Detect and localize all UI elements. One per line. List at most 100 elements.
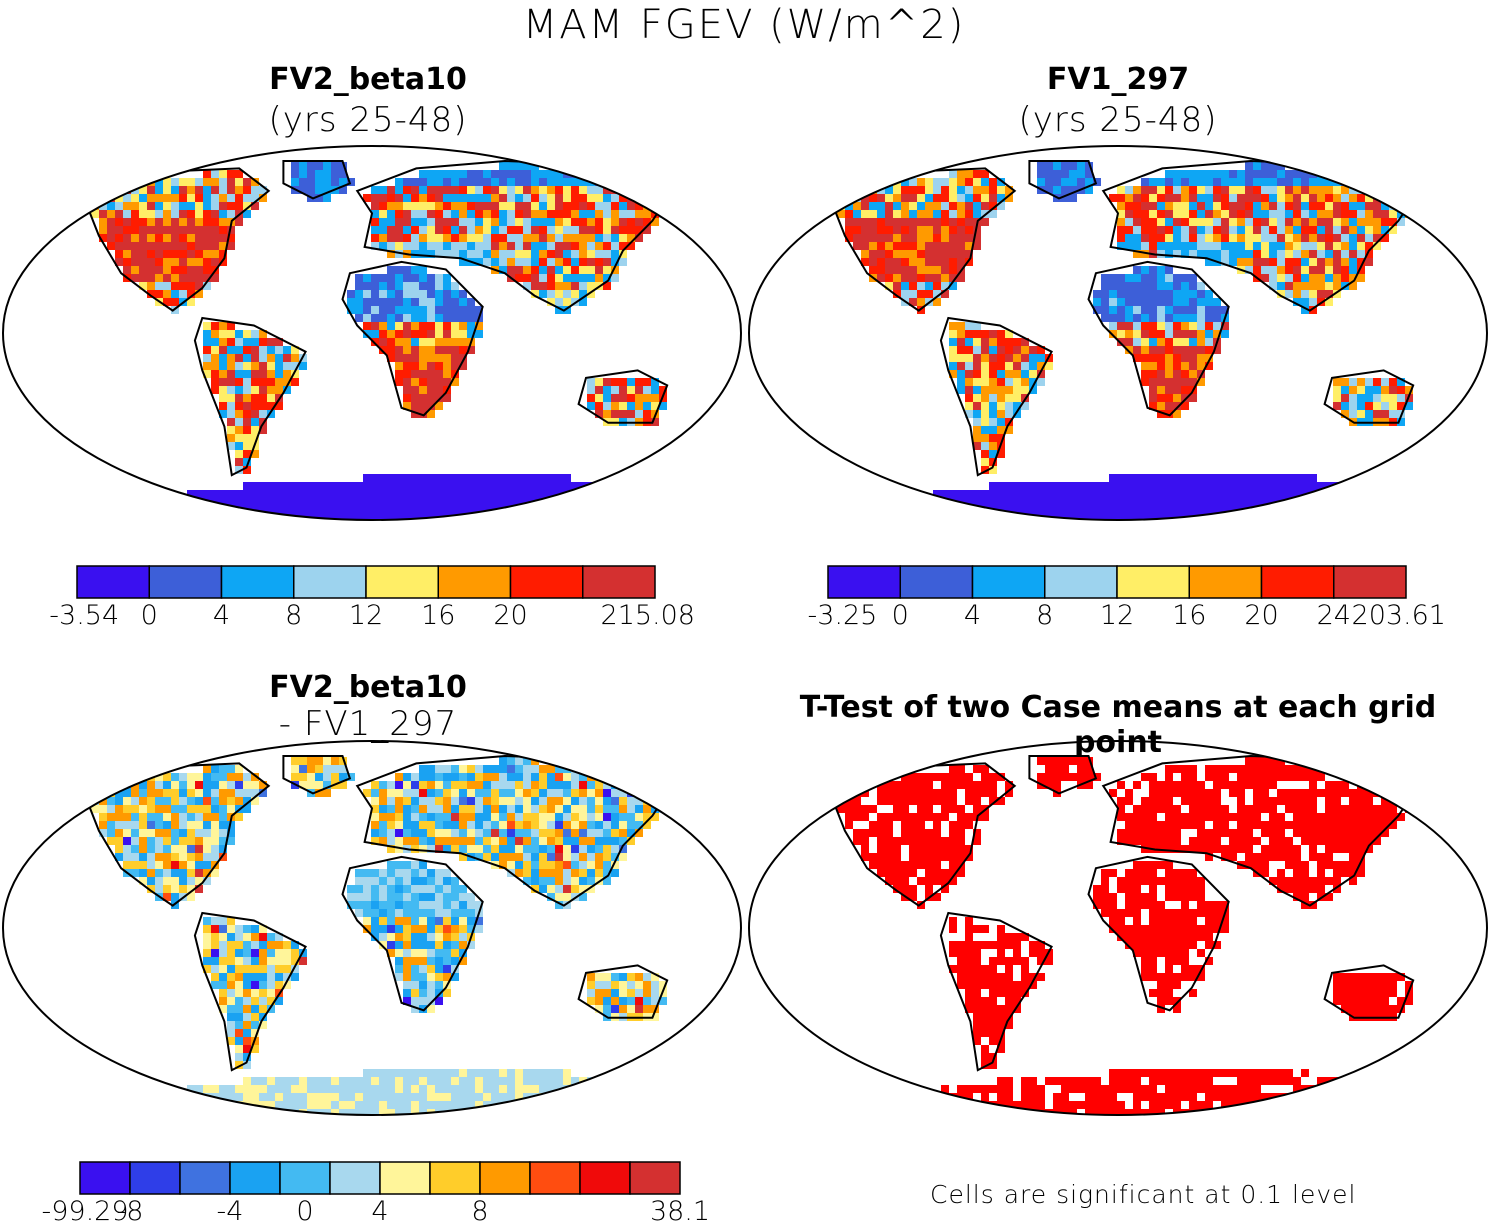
grid-cell <box>227 378 235 386</box>
grid-cell <box>395 178 403 186</box>
grid-cell <box>355 506 363 514</box>
grid-cell <box>371 330 379 338</box>
grid-cell <box>371 186 379 194</box>
grid-cell <box>1117 210 1125 218</box>
grid-cell <box>1301 506 1309 514</box>
grid-cell <box>379 917 387 925</box>
grid-cell <box>1029 370 1037 378</box>
grid-cell <box>587 973 595 981</box>
grid-cell <box>885 789 893 797</box>
grid-cell <box>427 981 435 989</box>
grid-cell <box>587 861 595 869</box>
grid-cell <box>419 829 427 837</box>
grid-cell <box>523 757 531 765</box>
grid-cell <box>187 821 195 829</box>
grid-cell <box>659 997 667 1005</box>
grid-cell <box>1293 506 1301 514</box>
grid-cell <box>1157 797 1165 805</box>
grid-cell <box>1301 306 1309 314</box>
map-panel-top-right <box>828 159 1430 520</box>
grid-cell <box>1349 498 1357 506</box>
grid-cell <box>467 314 475 322</box>
grid-cell <box>853 805 861 813</box>
grid-cell <box>1133 805 1141 813</box>
grid-cell <box>949 274 957 282</box>
grid-cell <box>411 1077 419 1085</box>
grid-cell <box>251 925 259 933</box>
grid-cell <box>155 797 163 805</box>
grid-cell <box>515 829 523 837</box>
grid-cell <box>403 362 411 370</box>
grid-cell <box>1205 250 1213 258</box>
grid-cell <box>187 258 195 266</box>
grid-cell <box>491 789 499 797</box>
grid-cell <box>1253 821 1261 829</box>
grid-cell <box>1077 490 1085 498</box>
grid-cell <box>291 973 299 981</box>
grid-cell <box>131 853 139 861</box>
grid-cell <box>403 1093 411 1101</box>
grid-cell <box>523 805 531 813</box>
grid-cell <box>925 242 933 250</box>
grid-cell <box>627 410 635 418</box>
grid-cell <box>1373 386 1381 394</box>
grid-cell <box>459 853 467 861</box>
grid-cell <box>1341 765 1349 773</box>
grid-cell <box>403 322 411 330</box>
grid-cell <box>861 226 869 234</box>
grid-cell <box>395 949 403 957</box>
grid-cell <box>355 1085 363 1093</box>
grid-cell <box>203 178 211 186</box>
grid-cell <box>171 218 179 226</box>
grid-cell <box>1213 781 1221 789</box>
grid-cell <box>587 234 595 242</box>
grid-cell <box>419 170 427 178</box>
grid-cell <box>627 186 635 194</box>
grid-cell <box>1333 845 1341 853</box>
grid-cell <box>941 250 949 258</box>
grid-cell <box>427 1093 435 1101</box>
grid-cell <box>1389 410 1397 418</box>
grid-cell <box>451 250 459 258</box>
grid-cell <box>1269 242 1277 250</box>
grid-cell <box>227 829 235 837</box>
grid-cell <box>611 194 619 202</box>
grid-cell <box>1309 781 1317 789</box>
grid-cell <box>957 845 965 853</box>
grid-cell <box>1261 186 1269 194</box>
grid-cell <box>251 354 259 362</box>
grid-cell <box>1357 266 1365 274</box>
grid-cell <box>475 829 483 837</box>
grid-cell <box>1197 338 1205 346</box>
grid-cell <box>1117 829 1125 837</box>
grid-cell <box>219 410 227 418</box>
grid-cell <box>1341 210 1349 218</box>
grid-cell <box>949 202 957 210</box>
grid-cell <box>1133 821 1141 829</box>
grid-cell <box>627 1005 635 1013</box>
grid-cell <box>1301 226 1309 234</box>
grid-cell <box>123 789 131 797</box>
grid-cell <box>1421 781 1429 789</box>
grid-cell <box>219 965 227 973</box>
grid-cell <box>171 282 179 290</box>
grid-cell <box>147 218 155 226</box>
grid-cell <box>1117 194 1125 202</box>
grid-cell <box>371 242 379 250</box>
grid-cell <box>965 322 973 330</box>
grid-cell <box>1293 877 1301 885</box>
grid-cell <box>443 965 451 973</box>
grid-cell <box>483 186 491 194</box>
grid-cell <box>1237 178 1245 186</box>
grid-cell <box>973 410 981 418</box>
grid-cell <box>531 250 539 258</box>
grid-cell <box>1381 789 1389 797</box>
grid-cell <box>515 813 523 821</box>
grid-cell <box>187 186 195 194</box>
grid-cell <box>115 202 123 210</box>
grid-cell <box>547 797 555 805</box>
grid-cell <box>435 821 443 829</box>
grid-cell <box>555 242 563 250</box>
grid-cell <box>1293 178 1301 186</box>
grid-cell <box>395 218 403 226</box>
